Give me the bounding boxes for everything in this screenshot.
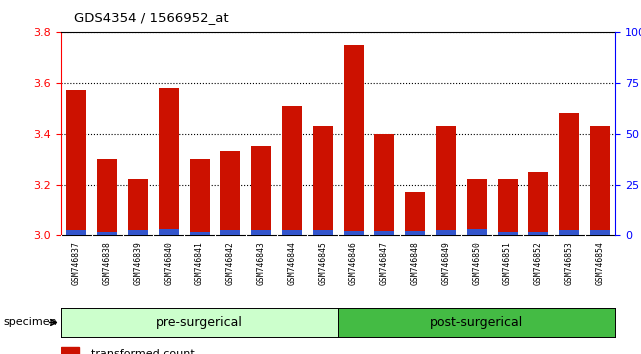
Bar (559, 113, 579, 235)
Text: GSM746848: GSM746848 (411, 241, 420, 285)
Text: GSM746845: GSM746845 (318, 241, 327, 285)
Bar (590, 230, 610, 235)
Text: specimen: specimen (3, 318, 57, 327)
Bar (128, 230, 148, 235)
Text: GSM746850: GSM746850 (472, 241, 481, 285)
Text: post-surgerical: post-surgerical (430, 316, 523, 329)
Bar (436, 230, 456, 235)
Text: GDS4354 / 1566952_at: GDS4354 / 1566952_at (74, 11, 228, 24)
Bar (251, 146, 271, 235)
Bar (313, 230, 333, 235)
Bar (374, 231, 394, 235)
Text: GSM746849: GSM746849 (442, 241, 451, 285)
Bar (251, 230, 271, 235)
Bar (97, 159, 117, 235)
Text: pre-surgerical: pre-surgerical (156, 316, 243, 329)
Text: GSM746843: GSM746843 (256, 241, 265, 285)
Text: GSM746853: GSM746853 (565, 241, 574, 285)
Bar (467, 229, 487, 235)
Bar (528, 172, 548, 235)
Bar (282, 105, 302, 235)
Bar (467, 179, 487, 235)
Bar (344, 45, 363, 235)
Bar (61, 347, 79, 354)
Bar (497, 179, 517, 235)
Text: GSM746842: GSM746842 (226, 241, 235, 285)
Text: transformed count: transformed count (91, 349, 195, 354)
Bar (374, 133, 394, 235)
Bar (559, 230, 579, 235)
Bar (190, 232, 210, 235)
Text: GSM746844: GSM746844 (287, 241, 296, 285)
Bar (159, 229, 179, 235)
Bar (190, 159, 210, 235)
Bar (590, 126, 610, 235)
Bar (436, 126, 456, 235)
Bar (344, 231, 363, 235)
Text: GSM746852: GSM746852 (534, 241, 543, 285)
Text: GSM746854: GSM746854 (595, 241, 604, 285)
Text: GSM746840: GSM746840 (164, 241, 173, 285)
Bar (313, 126, 333, 235)
Text: GSM746838: GSM746838 (103, 241, 112, 285)
Text: GSM746851: GSM746851 (503, 241, 512, 285)
Text: GSM746839: GSM746839 (133, 241, 142, 285)
Text: GSM746841: GSM746841 (195, 241, 204, 285)
Bar (221, 152, 240, 235)
Bar (497, 232, 517, 235)
Bar (528, 232, 548, 235)
Bar (159, 88, 179, 235)
Bar (221, 230, 240, 235)
Bar (405, 192, 425, 235)
Bar (97, 232, 117, 235)
Bar (66, 90, 87, 235)
Text: GSM746847: GSM746847 (380, 241, 389, 285)
Text: GSM746846: GSM746846 (349, 241, 358, 285)
Bar (282, 230, 302, 235)
Bar (128, 179, 148, 235)
Text: GSM746837: GSM746837 (72, 241, 81, 285)
Bar (405, 231, 425, 235)
Bar (66, 230, 87, 235)
